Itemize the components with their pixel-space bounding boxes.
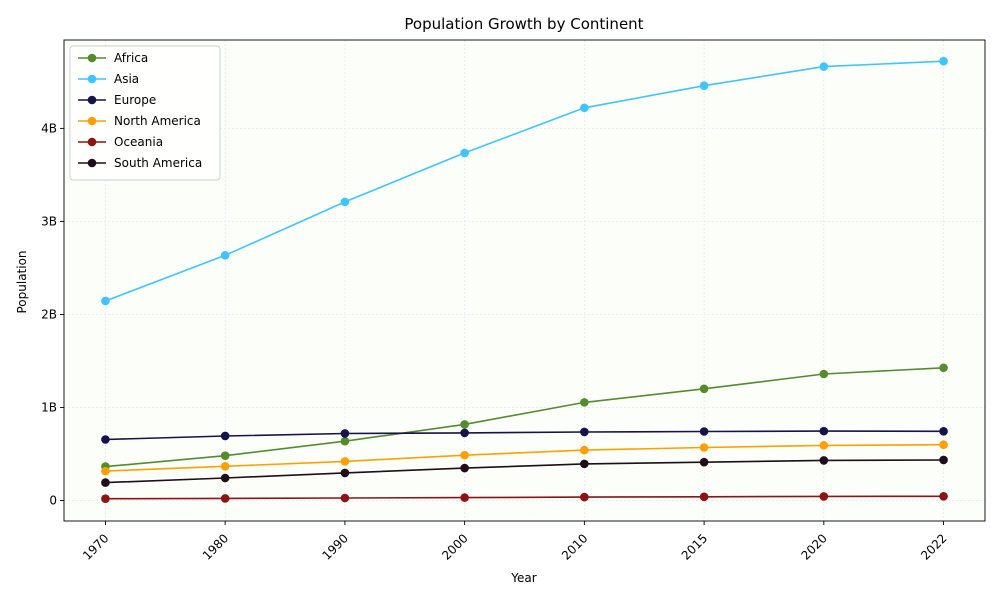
legend-label: Europe — [114, 93, 156, 107]
data-point — [819, 456, 829, 465]
data-point — [580, 492, 589, 502]
series-lines — [101, 56, 948, 503]
data-point — [220, 494, 230, 503]
series-oceania — [101, 492, 948, 503]
legend-item: Asia — [78, 72, 139, 86]
data-point — [340, 197, 350, 207]
series-line — [105, 367, 944, 468]
data-point — [460, 463, 469, 473]
data-point — [340, 429, 350, 438]
legend-box — [69, 45, 221, 181]
data-point — [101, 296, 110, 306]
legend-label: North America — [114, 114, 201, 128]
data-point — [939, 492, 948, 501]
legend-marker — [87, 74, 97, 84]
axes — [63, 39, 986, 522]
data-point — [220, 451, 230, 460]
legend-label: Oceania — [114, 135, 163, 149]
data-point — [699, 427, 709, 436]
data-point — [101, 435, 110, 444]
data-point — [939, 427, 948, 436]
data-point — [939, 363, 948, 373]
data-point — [819, 369, 829, 379]
data-point — [220, 250, 230, 260]
data-point — [580, 398, 589, 407]
data-point — [939, 56, 948, 66]
data-point — [699, 457, 709, 467]
data-point — [340, 493, 350, 503]
legend-label: Africa — [114, 51, 148, 65]
legend-label: Asia — [114, 72, 139, 86]
legend-item: Europe — [78, 93, 156, 107]
legend-marker — [87, 158, 97, 168]
series-europe — [101, 426, 948, 444]
data-point — [460, 428, 469, 438]
data-point — [819, 62, 829, 71]
legend-item: South America — [78, 156, 202, 170]
chart-title: Population Growth by Continent — [404, 15, 643, 33]
data-point — [220, 461, 230, 471]
data-point — [101, 478, 110, 487]
y-tick-label: 0 — [49, 494, 57, 508]
series-line — [105, 60, 944, 302]
data-point — [460, 420, 469, 429]
data-point — [340, 457, 350, 466]
data-point — [220, 473, 230, 483]
data-point — [220, 431, 230, 441]
axes-frame — [63, 39, 986, 522]
legend-label: South America — [114, 156, 202, 170]
data-point — [699, 81, 709, 90]
y-tick-label: 4B — [41, 121, 57, 135]
series-line — [105, 443, 944, 472]
data-point — [340, 468, 350, 478]
series-north-america — [101, 440, 948, 476]
y-axis-label: Population — [15, 250, 29, 313]
y-tick-label: 3B — [41, 214, 57, 228]
data-point — [340, 436, 350, 446]
data-point — [580, 459, 589, 469]
legend-item: Oceania — [78, 135, 163, 149]
data-point — [699, 492, 709, 502]
series-line — [105, 495, 944, 500]
series-line — [105, 459, 944, 484]
data-point — [580, 427, 589, 437]
data-point — [460, 450, 469, 460]
y-tick-label: 2B — [41, 307, 57, 321]
data-point — [939, 455, 948, 465]
data-point — [699, 384, 709, 394]
legend-marker — [87, 53, 97, 63]
legend: Africa Asia Europe North America Oceania Sout… — [69, 45, 221, 181]
data-point — [819, 492, 829, 501]
legend-marker — [87, 137, 97, 147]
data-point — [460, 148, 469, 158]
data-point — [819, 426, 829, 436]
data-point — [460, 493, 469, 502]
series-line — [105, 430, 944, 441]
y-tick-label: 1B — [41, 400, 57, 414]
data-point — [580, 445, 589, 455]
data-point — [101, 466, 110, 476]
legend-item: North America — [78, 114, 201, 128]
x-axis-label: Year — [510, 571, 536, 585]
data-point — [101, 494, 110, 503]
legend-marker — [87, 116, 97, 126]
legend-marker — [87, 95, 97, 105]
data-point — [580, 103, 589, 113]
data-point — [819, 441, 829, 450]
series-south-america — [101, 455, 948, 487]
series-asia — [101, 56, 948, 306]
legend-item: Africa — [78, 51, 148, 65]
data-point — [699, 443, 709, 452]
data-point — [939, 440, 948, 450]
series-africa — [101, 363, 948, 471]
